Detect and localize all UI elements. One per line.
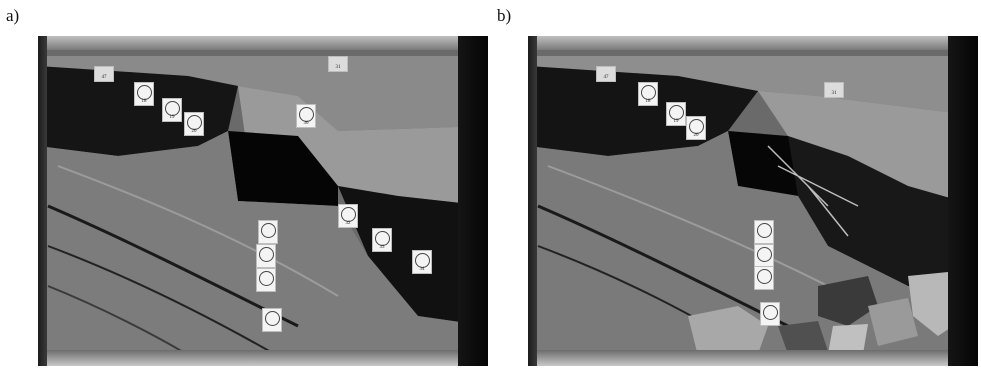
- marker-tag: [256, 268, 276, 292]
- frame-right-post: [948, 36, 978, 366]
- marker-ring-icon: [689, 119, 704, 134]
- marker-number: 19: [673, 119, 679, 124]
- marker-tag: 31: [328, 56, 348, 72]
- marker-ring-icon: [165, 101, 180, 116]
- marker-number: 47: [603, 75, 609, 80]
- marker-number: 31: [335, 65, 341, 70]
- marker-ring-icon: [259, 247, 274, 262]
- marker-number: 20: [191, 129, 197, 134]
- panel-label-b: b): [497, 6, 512, 25]
- marker-ring-icon: [757, 223, 772, 238]
- frame-top-bar: [38, 36, 488, 50]
- marker-ring-icon: [341, 207, 356, 222]
- marker-ring-icon: [757, 247, 772, 262]
- marker-ring-icon: [265, 311, 280, 326]
- marker-tag: [754, 266, 774, 290]
- frame-left-post: [38, 36, 47, 366]
- marker-tag: 19: [162, 98, 182, 122]
- marker-number: 34: [419, 267, 425, 272]
- marker-tag: 19: [666, 102, 686, 126]
- marker-number: 30: [303, 121, 309, 126]
- marker-tag: 18: [638, 82, 658, 106]
- marker-tag: 47: [596, 66, 616, 82]
- marker-tag: 32: [338, 204, 358, 228]
- marker-tag: 34: [412, 250, 432, 274]
- marker-tag: [754, 244, 774, 268]
- marker-tag: 18: [134, 82, 154, 106]
- marker-tag: [760, 302, 780, 326]
- experiment-photo-a: 47 18 19 20 30 31 32 33 34: [38, 36, 488, 366]
- marker-ring-icon: [187, 115, 202, 130]
- marker-ring-icon: [261, 223, 276, 238]
- marker-ring-icon: [375, 231, 390, 246]
- marker-ring-icon: [259, 271, 274, 286]
- frame-bottom-bar: [38, 350, 488, 366]
- marker-number: 18: [645, 99, 651, 104]
- marker-number: 20: [693, 133, 699, 138]
- frame-left-post: [528, 36, 537, 366]
- marker-number: 33: [379, 245, 385, 250]
- marker-tag: [754, 220, 774, 244]
- frame-top-bar: [528, 36, 978, 50]
- frame-right-post: [458, 36, 488, 366]
- marker-ring-icon: [669, 105, 684, 120]
- marker-ring-icon: [137, 85, 152, 100]
- marker-ring-icon: [641, 85, 656, 100]
- marker-number: 19: [169, 115, 175, 120]
- marker-number: 31: [831, 91, 837, 96]
- marker-ring-icon: [299, 107, 314, 122]
- marker-tag: 33: [372, 228, 392, 252]
- marker-ring-icon: [757, 269, 772, 284]
- marker-tag: [256, 244, 276, 268]
- marker-ring-icon: [763, 305, 778, 320]
- experiment-photo-b: 47 18 19 20 31: [528, 36, 978, 366]
- photo-b-scene: [528, 36, 978, 366]
- marker-tag: 20: [184, 112, 204, 136]
- panel-label-a: a): [6, 6, 20, 25]
- marker-number: 18: [141, 99, 147, 104]
- marker-tag: 31: [824, 82, 844, 98]
- marker-tag: 47: [94, 66, 114, 82]
- marker-tag: [262, 308, 282, 332]
- marker-number: 32: [345, 221, 351, 226]
- marker-tag: 20: [686, 116, 706, 140]
- marker-number: 47: [101, 75, 107, 80]
- marker-tag: 30: [296, 104, 316, 128]
- marker-ring-icon: [415, 253, 430, 268]
- marker-tag: [258, 220, 278, 244]
- frame-bottom-bar: [528, 350, 978, 366]
